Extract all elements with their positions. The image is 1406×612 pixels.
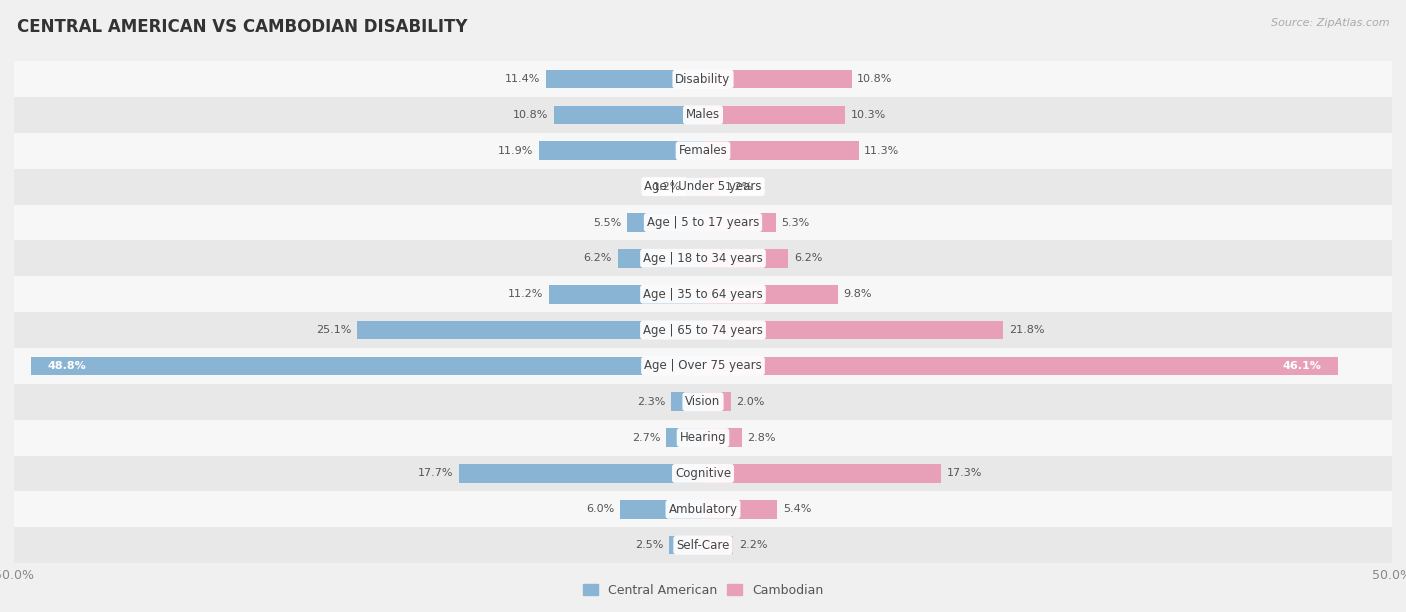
Bar — [14, 491, 1392, 527]
Text: 1.2%: 1.2% — [652, 182, 681, 192]
Text: 17.7%: 17.7% — [418, 468, 454, 479]
Bar — [14, 420, 1392, 455]
Text: Age | 35 to 64 years: Age | 35 to 64 years — [643, 288, 763, 300]
Text: 11.9%: 11.9% — [498, 146, 533, 156]
Text: Hearing: Hearing — [679, 431, 727, 444]
Bar — [14, 61, 1392, 97]
Bar — [669, 536, 703, 554]
Bar — [14, 527, 1392, 563]
Text: 2.5%: 2.5% — [634, 540, 664, 550]
Text: 2.2%: 2.2% — [738, 540, 768, 550]
Text: 6.2%: 6.2% — [583, 253, 612, 263]
Bar — [460, 464, 703, 483]
Bar — [14, 204, 1392, 241]
Bar — [703, 321, 1004, 340]
Text: 2.3%: 2.3% — [637, 397, 666, 407]
Bar — [14, 169, 1392, 204]
Text: 48.8%: 48.8% — [48, 361, 86, 371]
Text: 11.4%: 11.4% — [505, 74, 540, 84]
Text: Age | Over 75 years: Age | Over 75 years — [644, 359, 762, 372]
Text: 6.2%: 6.2% — [794, 253, 823, 263]
Text: 11.2%: 11.2% — [508, 289, 543, 299]
Bar — [703, 106, 845, 124]
Bar — [703, 285, 838, 304]
Bar — [14, 348, 1392, 384]
Text: 6.0%: 6.0% — [586, 504, 614, 514]
Bar — [703, 464, 942, 483]
Text: 1.2%: 1.2% — [725, 182, 754, 192]
Bar — [703, 392, 731, 411]
Bar — [14, 133, 1392, 169]
Text: 10.8%: 10.8% — [858, 74, 893, 84]
Bar — [703, 213, 776, 232]
Bar — [703, 249, 789, 267]
Text: 5.5%: 5.5% — [593, 217, 621, 228]
Bar — [703, 500, 778, 518]
Text: 5.3%: 5.3% — [782, 217, 810, 228]
Text: 10.3%: 10.3% — [851, 110, 886, 120]
Text: Ambulatory: Ambulatory — [668, 503, 738, 516]
Bar — [703, 141, 859, 160]
Bar — [666, 428, 703, 447]
Text: Self-Care: Self-Care — [676, 539, 730, 551]
Bar — [546, 70, 703, 89]
Legend: Central American, Cambodian: Central American, Cambodian — [578, 579, 828, 602]
Text: CENTRAL AMERICAN VS CAMBODIAN DISABILITY: CENTRAL AMERICAN VS CAMBODIAN DISABILITY — [17, 18, 467, 36]
Bar — [14, 384, 1392, 420]
Bar — [357, 321, 703, 340]
Bar — [14, 276, 1392, 312]
Bar — [703, 428, 741, 447]
Text: Cognitive: Cognitive — [675, 467, 731, 480]
Text: Age | 5 to 17 years: Age | 5 to 17 years — [647, 216, 759, 229]
Bar — [703, 177, 720, 196]
Text: 2.0%: 2.0% — [737, 397, 765, 407]
Bar — [703, 70, 852, 89]
Bar — [703, 536, 734, 554]
Bar — [14, 97, 1392, 133]
Bar — [14, 455, 1392, 491]
Bar — [617, 249, 703, 267]
Text: 10.8%: 10.8% — [513, 110, 548, 120]
Bar — [671, 392, 703, 411]
Bar — [538, 141, 703, 160]
Text: 11.3%: 11.3% — [865, 146, 900, 156]
Text: Source: ZipAtlas.com: Source: ZipAtlas.com — [1271, 18, 1389, 28]
Text: 2.8%: 2.8% — [747, 433, 776, 442]
Bar — [14, 241, 1392, 276]
Bar — [620, 500, 703, 518]
Text: Age | 18 to 34 years: Age | 18 to 34 years — [643, 252, 763, 265]
Bar — [686, 177, 703, 196]
Bar — [31, 357, 703, 375]
Text: 17.3%: 17.3% — [946, 468, 983, 479]
Text: 25.1%: 25.1% — [316, 325, 352, 335]
Bar — [627, 213, 703, 232]
Text: Females: Females — [679, 144, 727, 157]
Bar — [548, 285, 703, 304]
Text: 46.1%: 46.1% — [1282, 361, 1322, 371]
Text: 5.4%: 5.4% — [783, 504, 811, 514]
Text: Vision: Vision — [685, 395, 721, 408]
Text: Age | Under 5 years: Age | Under 5 years — [644, 180, 762, 193]
Text: Males: Males — [686, 108, 720, 121]
Text: 21.8%: 21.8% — [1010, 325, 1045, 335]
Bar — [703, 357, 1339, 375]
Text: 2.7%: 2.7% — [631, 433, 661, 442]
Text: 9.8%: 9.8% — [844, 289, 872, 299]
Bar — [554, 106, 703, 124]
Text: Age | 65 to 74 years: Age | 65 to 74 years — [643, 324, 763, 337]
Bar — [14, 312, 1392, 348]
Text: Disability: Disability — [675, 73, 731, 86]
